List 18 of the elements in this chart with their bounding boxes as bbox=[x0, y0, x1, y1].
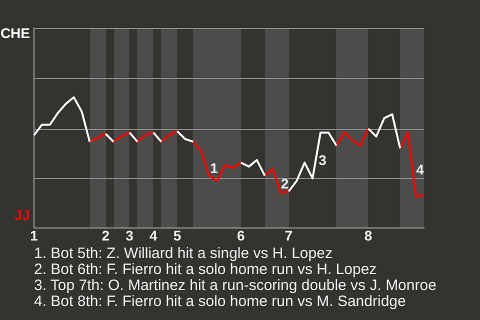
text: 1. Bot 5th: Z. Williard hit a single vs H. Lopez bbox=[34, 245, 334, 262]
annotation: 2 bbox=[280, 176, 289, 192]
text: CHE bbox=[0, 24, 30, 41]
x-tick-label: 3 bbox=[126, 227, 134, 244]
x-tick-label: 7 bbox=[284, 227, 293, 244]
annotation: 3 bbox=[318, 152, 327, 168]
x-tick-label: 5 bbox=[173, 227, 182, 244]
text: 3. Top 7th: O. Martinez hit a run-scoring double vs J. Monroe bbox=[34, 277, 438, 294]
text: JJ bbox=[14, 206, 30, 223]
text: 2. Bot 6th: F. Fierro hit a solo home run vs H. Lopez bbox=[34, 261, 378, 278]
x-tick-label: 8 bbox=[364, 227, 372, 244]
x-tick-label: 2 bbox=[102, 227, 110, 244]
annotation: 4 bbox=[416, 161, 424, 178]
x-tick-label: 1 bbox=[30, 227, 38, 244]
x-tick-label: 4 bbox=[149, 227, 158, 244]
text: 4. Bot 8th: F. Fierro hit a solo home run vs M. Sandridge bbox=[34, 293, 407, 310]
x-tick-label: 6 bbox=[237, 227, 246, 244]
annotation: 1 bbox=[210, 160, 218, 176]
